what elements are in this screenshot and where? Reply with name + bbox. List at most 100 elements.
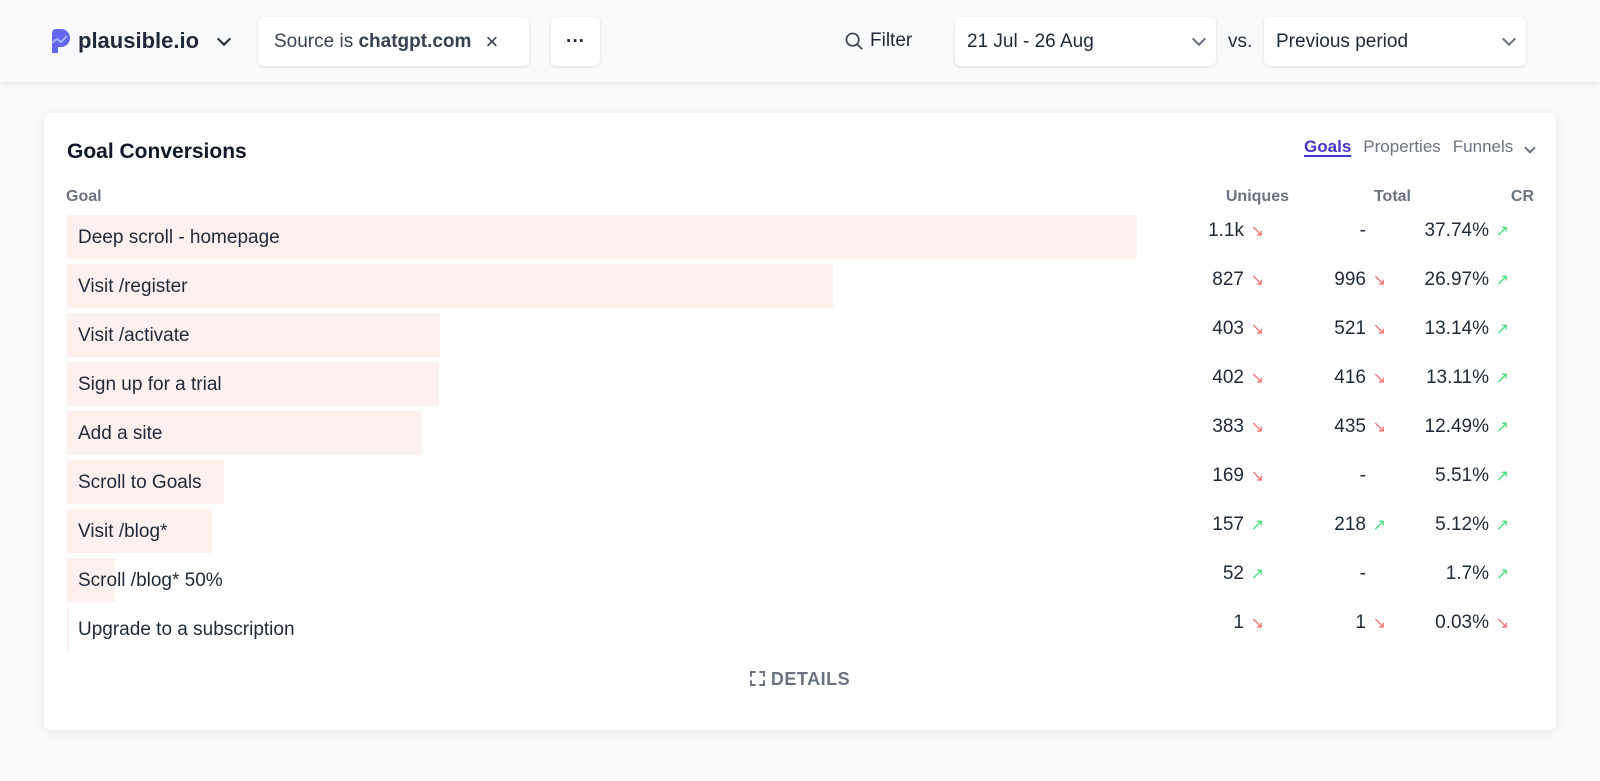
table-row[interactable]: Add a site 383 ↘ 435 ↘ 12.49% ↗ [67,411,1509,455]
trend-down-icon: ↘ [1250,223,1264,240]
goal-name[interactable]: Visit /register [78,276,188,297]
filter-value: chatgpt.com [358,30,472,52]
uniques-cell-value: 157 [1212,514,1244,535]
trend-up-icon: ↗ [1495,517,1509,534]
goal-name[interactable]: Visit /blog* [78,521,168,542]
tabs: Goals Properties Funnels [1304,137,1536,157]
table-row[interactable]: Upgrade to a subscription 1 ↘ 1 ↘ 0.03% ↘ [67,607,1509,651]
uniques-cell-value: 169 [1212,465,1244,486]
cr-cell-value: 5.12% [1435,514,1489,535]
trend-up-icon: ↗ [1495,272,1509,289]
date-range-select[interactable]: 21 Jul - 26 Aug [955,17,1216,66]
uniques-cell: 169 ↘ [1212,465,1264,487]
plausible-logo-icon [52,29,70,53]
goal-name[interactable]: Scroll /blog* 50% [78,570,223,591]
total-cell: - [1360,465,1386,487]
trend-down-icon: ↘ [1250,370,1264,387]
tab-properties[interactable]: Properties [1363,137,1441,156]
col-total[interactable]: Total [1373,188,1411,205]
card-title: Goal Conversions [67,140,247,163]
comparison-select[interactable]: Previous period [1264,17,1526,66]
chevron-down-icon [1191,31,1207,47]
expand-icon [749,671,765,686]
trend-down-icon: ↘ [1250,468,1264,485]
bar [67,509,213,553]
trend-up-icon: ↗ [1495,566,1509,583]
bar [67,558,116,602]
total-cell: 1 ↘ [1355,612,1386,634]
trend-up-icon: ↗ [1495,223,1509,240]
trend-up-icon: ↗ [1495,419,1509,436]
total-cell-value: - [1359,465,1366,486]
total-cell: - [1360,220,1386,242]
trend-down-icon: ↘ [1250,615,1264,632]
total-cell: - [1360,563,1386,585]
more-button[interactable]: ··· [551,17,600,66]
cr-cell-value: 0.03% [1435,612,1489,633]
trend-up-icon: ↗ [1495,468,1509,485]
trend-up-icon: ↗ [1495,370,1509,387]
table-row[interactable]: Visit /blog* 157 ↗ 218 ↗ 5.12% ↗ [67,509,1509,553]
total-cell: 218 ↗ [1334,514,1386,536]
goal-name[interactable]: Deep scroll - homepage [78,227,280,248]
cr-cell: 0.03% ↘ [1435,612,1509,634]
details-button[interactable]: DETAILS [44,669,1556,690]
trend-down-icon: ↘ [1372,419,1386,436]
bar [67,313,441,357]
table-row[interactable]: Scroll to Goals 169 ↘ - 5.51% ↗ [67,460,1509,504]
total-cell-value: 996 [1334,269,1366,290]
goal-name[interactable]: Scroll to Goals [78,472,202,493]
total-cell: 996 ↘ [1334,269,1386,291]
vs-label: vs. [1228,31,1253,52]
table-row[interactable]: Visit /register 827 ↘ 996 ↘ 26.97% ↗ [67,264,1509,308]
trend-up-icon: ↗ [1495,321,1509,338]
search-icon [845,32,863,50]
total-cell-value: - [1359,563,1366,584]
table-row[interactable]: Deep scroll - homepage 1.1k ↘ - 37.74% ↗ [67,215,1509,259]
filter-pill[interactable]: Source is chatgpt.com × [258,17,529,66]
total-cell-value: - [1359,220,1366,241]
goal-name[interactable]: Sign up for a trial [78,374,222,395]
goal-name[interactable]: Upgrade to a subscription [78,619,295,640]
uniques-cell-value: 402 [1212,367,1244,388]
bar [67,460,224,504]
cr-cell: 5.12% ↗ [1435,514,1509,536]
trend-up-icon: ↗ [1372,517,1386,534]
col-goal: Goal [66,188,102,205]
table-row[interactable]: Scroll /blog* 50% 52 ↗ - 1.7% ↗ [67,558,1509,602]
uniques-cell-value: 403 [1212,318,1244,339]
uniques-cell-value: 52 [1222,563,1244,584]
tab-goals[interactable]: Goals [1304,137,1352,156]
goal-name[interactable]: Add a site [78,423,163,444]
goal-conversions-card: Goal Conversions Goals Properties Funnel… [44,113,1556,730]
total-cell-value: 435 [1334,416,1366,437]
bar [67,215,1137,259]
filter-button[interactable]: Filter [845,30,912,52]
uniques-cell-value: 827 [1212,269,1244,290]
cr-cell-value: 12.49% [1424,416,1489,437]
total-cell-value: 218 [1334,514,1366,535]
filter-prefix: Source is [274,30,354,52]
cr-cell: 26.97% ↗ [1425,269,1509,291]
trend-down-icon: ↘ [1250,272,1264,289]
trend-down-icon: ↘ [1495,615,1509,632]
cr-cell-value: 13.14% [1424,318,1489,339]
cr-cell: 13.11% ↗ [1426,367,1509,389]
close-icon[interactable]: × [485,28,499,54]
col-cr[interactable]: CR [1510,188,1534,205]
cr-cell: 5.51% ↗ [1435,465,1509,487]
tab-funnels-label: Funnels [1452,137,1514,156]
cr-cell-value: 13.11% [1425,367,1489,388]
trend-down-icon: ↘ [1372,321,1386,338]
trend-up-icon: ↗ [1250,566,1264,583]
uniques-cell: 827 ↘ [1212,269,1264,291]
col-uniques[interactable]: Uniques [1225,188,1289,205]
uniques-cell-value: 1 [1233,612,1244,633]
uniques-cell: 52 ↗ [1223,563,1264,585]
trend-down-icon: ↘ [1372,370,1386,387]
table-row[interactable]: Visit /activate 403 ↘ 521 ↘ 13.14% ↗ [67,313,1509,357]
goal-name[interactable]: Visit /activate [78,325,190,346]
table-row[interactable]: Sign up for a trial 402 ↘ 416 ↘ 13.11% ↗ [67,362,1509,406]
site-switcher[interactable]: plausible.io [52,28,232,54]
tab-funnels[interactable]: Funnels [1452,137,1536,157]
